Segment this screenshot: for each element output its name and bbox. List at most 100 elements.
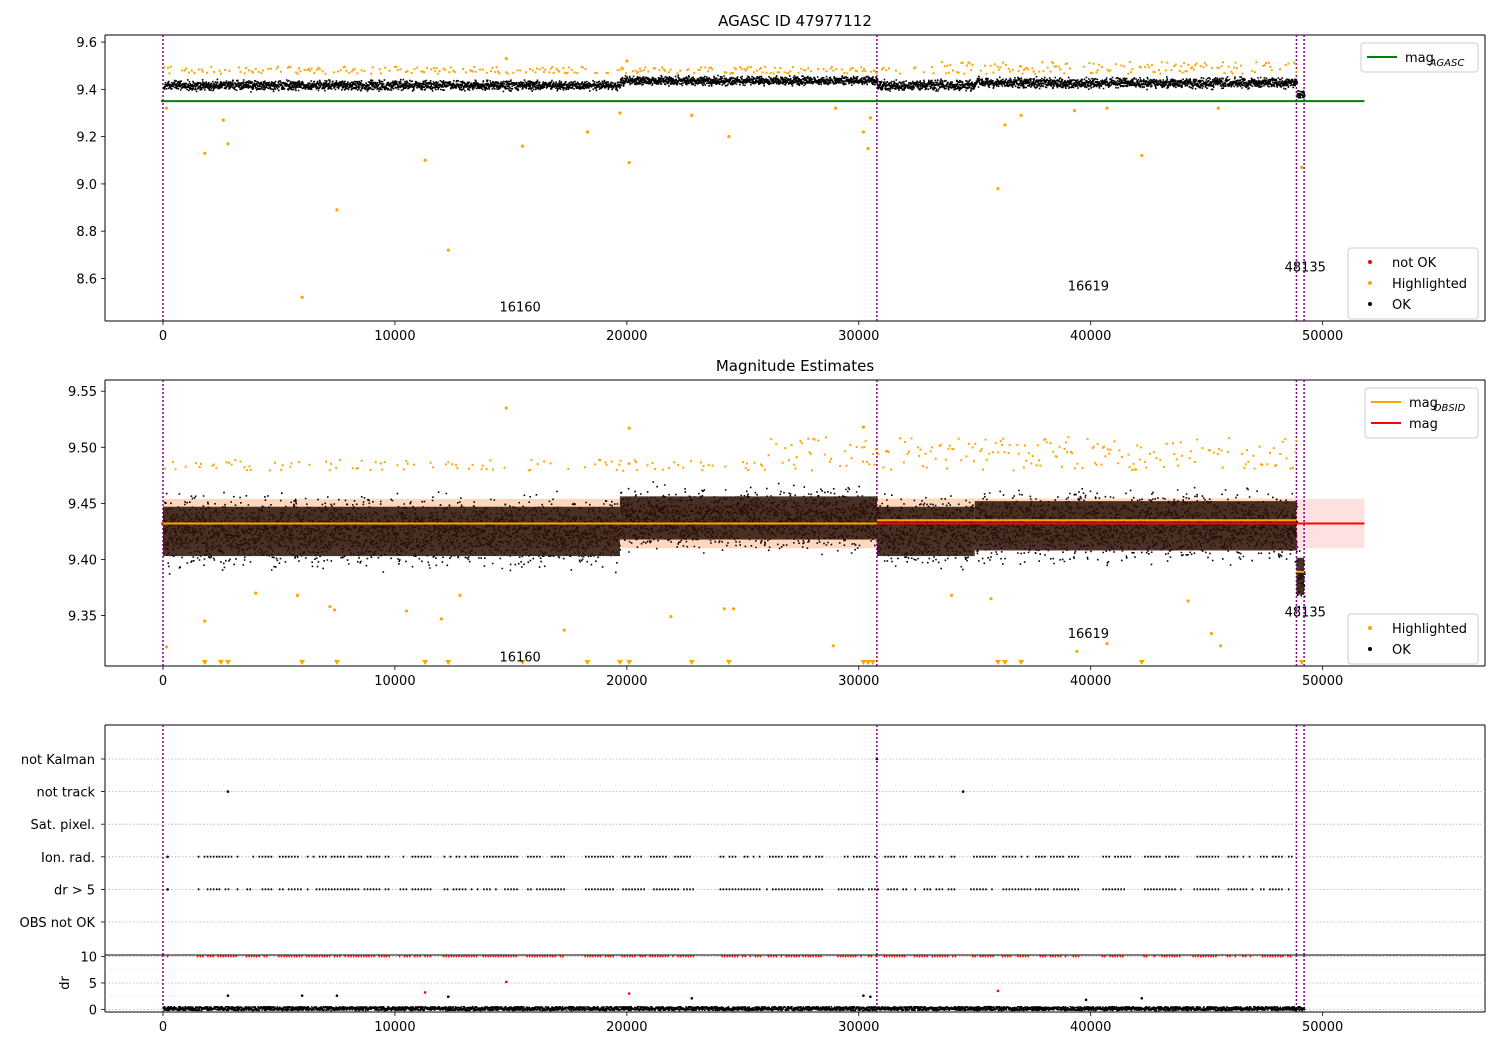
dr-x-tick-label: 30000 xyxy=(838,1020,879,1035)
agasc-highlighted-point xyxy=(996,187,1000,191)
agasc-highlighted-point xyxy=(164,106,169,110)
estimates-highlighted-cap-points xyxy=(164,436,1298,472)
agasc-obsid-label: 48135 xyxy=(1285,260,1326,275)
flags-flag-point xyxy=(961,790,965,793)
estimates-y-tick-label: 9.50 xyxy=(68,441,97,456)
estimates-highlighted-point xyxy=(722,607,726,611)
flags-flag-point xyxy=(226,790,230,793)
agasc-legend-bottom-dot-swatch xyxy=(1368,302,1372,306)
dr-y-tick-label: 0 xyxy=(89,1003,97,1018)
estimates-y-tick-label: 9.55 xyxy=(68,385,97,400)
agasc-legend-bottom-dot-swatch xyxy=(1368,260,1372,264)
flags-panel: not Kalman not track Sat. pixel. Ion. rad. d… xyxy=(20,724,1486,955)
flags-panel-area xyxy=(105,725,1485,955)
agasc-highlighted-point xyxy=(625,59,629,63)
estimates-highlighted-point xyxy=(333,608,337,612)
agasc-highlighted-point xyxy=(520,144,525,148)
estimates-highlighted-point xyxy=(504,406,508,410)
dr-ok-outlier xyxy=(446,995,450,998)
flags-flag-points xyxy=(197,888,1290,891)
agasc-legend-bottom-dot-swatch xyxy=(1368,281,1372,285)
agasc-legend-bottom-entry-label: Highlighted xyxy=(1392,277,1467,292)
agasc-highlighted-point xyxy=(1300,165,1304,169)
agasc-x-tick-label: 40000 xyxy=(1070,329,1111,344)
estimates-legend-top-entry-label: mag xyxy=(1409,417,1438,432)
dr-ok-outlier xyxy=(869,995,872,998)
estimates-clipped-marker xyxy=(1298,660,1305,665)
dr-y-tick-label: 10 xyxy=(80,951,97,966)
estimates-ok-dense-core xyxy=(876,506,975,557)
dr-ylabel: dr xyxy=(58,976,73,990)
estimates-highlighted-point xyxy=(439,617,443,621)
estimates-clipped-marker xyxy=(201,660,208,665)
dr-ok-outlier xyxy=(335,994,339,997)
estimates-clipped-marker xyxy=(869,660,876,665)
estimates-highlighted-point xyxy=(254,591,258,595)
agasc-highlighted-point xyxy=(1216,106,1220,110)
estimates-y-tick-label: 9.35 xyxy=(68,610,97,625)
agasc-highlighted-point xyxy=(585,130,590,134)
dr-not-ok-outlier xyxy=(423,991,427,994)
agasc-highlighted-point xyxy=(833,106,838,110)
estimates-clipped-marker xyxy=(994,660,1001,665)
estimates-highlighted-point xyxy=(328,604,332,609)
estimates-title: Magnitude Estimates xyxy=(716,357,874,375)
agasc-highlighted-point xyxy=(1105,106,1109,110)
dr-ok-points xyxy=(163,1005,1306,1012)
flags-category-label: dr > 5 xyxy=(54,883,95,898)
flags-category-label: OBS not OK xyxy=(20,916,96,931)
estimates-clipped-marker xyxy=(865,660,872,665)
estimates-legend-top-entry-subscript: OBSID xyxy=(1434,403,1466,414)
agasc-highlighted-point xyxy=(226,142,230,146)
estimates-highlighted-point xyxy=(203,619,207,623)
agasc-obsid-label: 16160 xyxy=(499,301,540,316)
dr-x-tick-label: 0 xyxy=(159,1020,167,1035)
estimates-highlighted-point xyxy=(861,425,866,429)
estimates-y-tick-label: 9.45 xyxy=(68,497,97,512)
estimates-ok-dense-core xyxy=(1296,557,1305,595)
agasc-highlighted-point xyxy=(866,146,870,151)
dr-x-tick-label: 10000 xyxy=(374,1020,415,1035)
estimates-highlighted-point xyxy=(1075,649,1079,654)
dr-ok-outlier xyxy=(690,996,694,1000)
estimates-legend-top-entry-label: mag xyxy=(1409,396,1438,411)
agasc-ok-points xyxy=(163,78,622,93)
agasc-highlighted-cap-points xyxy=(163,61,1298,75)
estimates-y-tick-label: 9.40 xyxy=(68,553,97,568)
estimates-ok-dense-core xyxy=(619,496,877,540)
estimates-clipped-marker xyxy=(1018,660,1025,665)
agasc-highlighted-point xyxy=(423,158,427,162)
estimates-clipped-marker xyxy=(333,660,340,665)
agasc-y-tick-label: 8.8 xyxy=(76,225,97,240)
estimates-legend-top xyxy=(1364,387,1479,439)
estimates-x-tick-label: 10000 xyxy=(374,674,415,689)
agasc-highlighted-point xyxy=(1072,109,1077,113)
agasc-highlighted-point xyxy=(727,135,731,139)
estimates-highlighted-point xyxy=(949,593,954,597)
agasc-highlighted-point xyxy=(627,161,631,165)
estimates-legend-bottom-entry-label: OK xyxy=(1392,643,1411,658)
agasc-x-tick-label: 30000 xyxy=(838,329,879,344)
agasc-legend-bottom-entry-label: OK xyxy=(1392,298,1411,313)
estimates-legend-bottom xyxy=(1347,613,1479,665)
dr-x-tick-label: 50000 xyxy=(1302,1020,1343,1035)
agasc-highlighted-point xyxy=(868,116,872,120)
agasc-legend-top xyxy=(1360,42,1479,73)
estimates-clipped-marker xyxy=(860,660,867,665)
estimates-x-tick-label: 40000 xyxy=(1070,674,1111,689)
estimates-clipped-marker xyxy=(584,660,591,665)
estimates-clipped-marker xyxy=(445,660,452,665)
dr-not-ok-outlier xyxy=(504,980,508,984)
agasc-y-tick-label: 9.6 xyxy=(76,36,97,51)
flags-category-label: not Kalman xyxy=(21,753,95,768)
estimates-clipped-marker xyxy=(688,660,695,665)
estimates-highlighted-point xyxy=(562,628,566,632)
estimates-highlighted-point xyxy=(627,426,631,430)
estimates-ok-dense-core xyxy=(162,506,620,557)
flags-category-label: Ion. rad. xyxy=(41,851,95,866)
estimates-highlighted-point xyxy=(1105,641,1109,646)
estimates-highlighted-point xyxy=(164,645,169,649)
estimates-x-tick-label: 0 xyxy=(159,674,167,689)
